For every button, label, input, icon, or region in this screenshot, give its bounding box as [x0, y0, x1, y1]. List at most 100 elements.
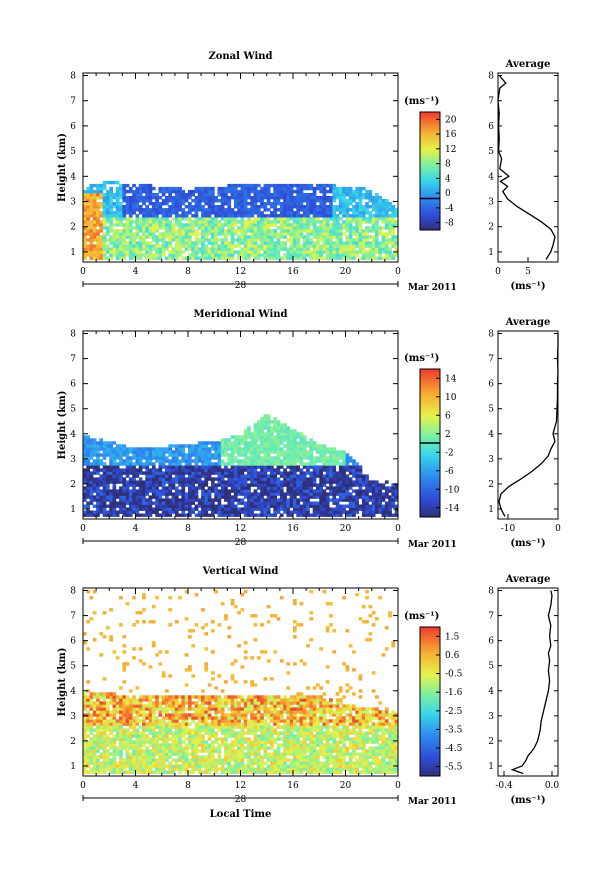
heatmap-cell [171, 253, 176, 257]
heatmap-cell [89, 441, 94, 445]
heatmap-cell [230, 193, 235, 197]
heatmap-cell [119, 710, 123, 714]
heatmap-cell [122, 758, 127, 762]
heatmap-cell [279, 223, 284, 227]
heatmap-cell [171, 477, 176, 481]
heatmap-cell [211, 226, 215, 230]
heatmap-cell [112, 180, 117, 185]
heatmap-cell [365, 489, 369, 493]
heatmap-cell [174, 189, 179, 194]
heatmap-cell [89, 193, 94, 197]
heatmap-cell [312, 199, 317, 203]
heatmap-cell [309, 489, 314, 493]
heatmap-cell [365, 474, 369, 478]
heatmap-cell [338, 189, 343, 194]
heatmap-cell [122, 761, 127, 765]
heatmap-cell [299, 435, 304, 439]
heatmap-cell [237, 498, 241, 502]
heatmap-cell [89, 701, 94, 705]
heatmap-cell [217, 468, 222, 472]
heatmap-cell [220, 486, 225, 490]
heatmap-cell [132, 468, 136, 472]
heatmap-cell [171, 202, 176, 206]
heatmap-cell [145, 196, 149, 200]
heatmap-cell [240, 241, 245, 245]
heatmap-cell [135, 752, 140, 756]
heatmap-cell [293, 456, 297, 460]
heatmap-cell [119, 244, 123, 248]
heatmap-cell [384, 199, 389, 203]
heatmap-cell [96, 483, 100, 487]
heatmap-cell [273, 205, 277, 209]
heatmap-cell [83, 229, 87, 233]
heatmap-cell [266, 432, 271, 436]
heatmap-cell [361, 193, 366, 197]
heatmap-cell [329, 468, 333, 472]
heatmap-cell [279, 498, 284, 502]
heatmap-cell [352, 238, 356, 242]
heatmap-cell [194, 253, 199, 257]
heatmap-cell [132, 758, 136, 762]
heatmap-cell [171, 486, 176, 490]
heatmap-cell [256, 238, 261, 242]
heatmap-cell [171, 211, 176, 215]
heatmap-cell [352, 474, 356, 478]
heatmap-cell [138, 725, 143, 729]
heatmap-cell [119, 450, 123, 454]
heatmap-cell [155, 707, 159, 711]
heatmap-cell [83, 238, 87, 242]
heatmap-cell [128, 764, 133, 768]
heatmap-cell [165, 199, 169, 203]
heatmap-cell [158, 226, 163, 230]
heatmap-cell [342, 471, 346, 475]
heatmap-cell [194, 453, 199, 457]
heatmap-cell [201, 220, 205, 224]
heatmap-cell [204, 186, 209, 191]
heatmap-cell [358, 220, 363, 224]
heatmap-cell [240, 435, 245, 439]
heatmap-cell [211, 229, 215, 233]
heatmap-cell [270, 471, 274, 475]
heatmap-cell [135, 492, 140, 496]
heatmap-cell [283, 196, 287, 200]
heatmap-cell [319, 186, 323, 191]
heatmap-cell [135, 611, 140, 615]
heatmap-cell [214, 456, 218, 460]
heatmap-cell [145, 226, 149, 230]
heatmap-cell [230, 256, 235, 260]
day-label: 28 [235, 538, 247, 548]
heatmap-cell [115, 704, 120, 708]
heatmap-cell [266, 417, 271, 421]
heatmap-cell [227, 471, 232, 475]
heatmap-cell [289, 432, 294, 436]
heatmap-cell [371, 202, 376, 206]
heatmap-cell [135, 196, 140, 200]
heatmap-cell [329, 507, 333, 511]
heatmap-cell [227, 438, 232, 442]
heatmap-cell [286, 483, 291, 487]
heatmap-cell [233, 471, 238, 475]
heatmap-cell [378, 214, 382, 218]
heatmap-cell [322, 202, 327, 206]
heatmap-cell [99, 713, 104, 717]
heatmap-cell [266, 244, 271, 248]
heatmap-cell [293, 432, 297, 436]
heatmap-cell [299, 468, 304, 472]
heatmap-cell [201, 241, 205, 245]
heatmap-cell [165, 196, 169, 200]
heatmap-cell [302, 456, 307, 460]
heatmap-cell [312, 474, 317, 478]
heatmap-cell [342, 477, 346, 481]
heatmap-cell [96, 698, 100, 702]
heatmap-cell [171, 229, 176, 233]
heatmap-cell [102, 471, 107, 475]
heatmap-cell [217, 208, 222, 212]
heatmap-cell [348, 186, 353, 191]
heatmap-cell [270, 438, 274, 442]
heatmap-cell [217, 441, 222, 445]
heatmap-cell [135, 450, 140, 454]
heatmap-cell [109, 692, 113, 696]
heatmap-cell [207, 486, 212, 490]
heatmap-cell [174, 492, 179, 496]
heatmap-cell [119, 737, 123, 741]
